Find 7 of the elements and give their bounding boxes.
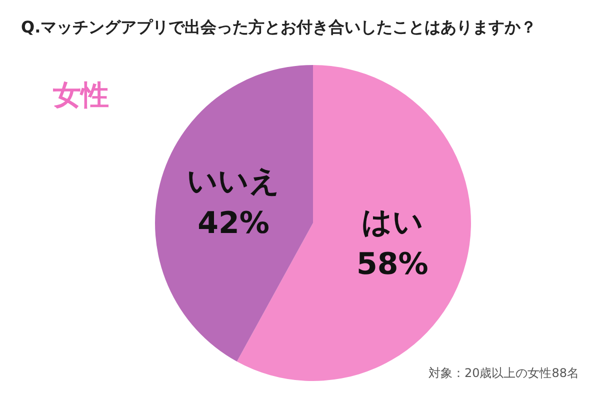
data-label: 42% [198,206,270,242]
data-label: 58% [356,246,428,282]
chart-title: Q.マッチングアプリで出会った方とお付き合いしたことはありますか？ [21,18,537,36]
text: 対象：20歳以上の女性88名 [428,366,580,380]
slice-label: はい [361,204,424,240]
slice-label: いいえ [187,164,280,200]
text: 女性 [52,78,109,112]
